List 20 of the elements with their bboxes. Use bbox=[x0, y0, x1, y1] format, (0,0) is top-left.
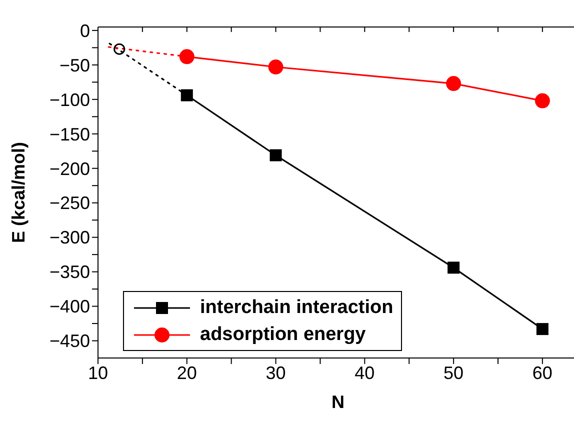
x-tick-label: 10 bbox=[88, 362, 108, 383]
x-tick-label: 40 bbox=[354, 362, 375, 383]
y-tick-label: −400 bbox=[49, 296, 90, 317]
y-axis-title: E (kcal/mol) bbox=[8, 142, 28, 244]
x-tick-label: 60 bbox=[532, 362, 552, 383]
legend-label: adsorption energy bbox=[200, 324, 366, 346]
y-tick-label: −150 bbox=[49, 124, 90, 144]
x-axis-title: N bbox=[332, 392, 344, 412]
y-tick-label: −350 bbox=[49, 262, 90, 282]
y-tick-label: −50 bbox=[59, 55, 90, 76]
y-tick-label: −250 bbox=[49, 193, 90, 214]
x-tick-label: 30 bbox=[266, 362, 286, 383]
y-tick-label: −100 bbox=[49, 90, 90, 110]
legend-label: interchain interaction bbox=[200, 296, 394, 318]
y-tick-label: 0 bbox=[80, 20, 90, 41]
x-tick-label: 20 bbox=[176, 362, 197, 383]
y-tick-label: −450 bbox=[49, 331, 90, 352]
y-tick-label: −300 bbox=[49, 228, 90, 248]
x-tick-label: 50 bbox=[444, 362, 464, 383]
y-tick-label: −200 bbox=[49, 158, 90, 179]
